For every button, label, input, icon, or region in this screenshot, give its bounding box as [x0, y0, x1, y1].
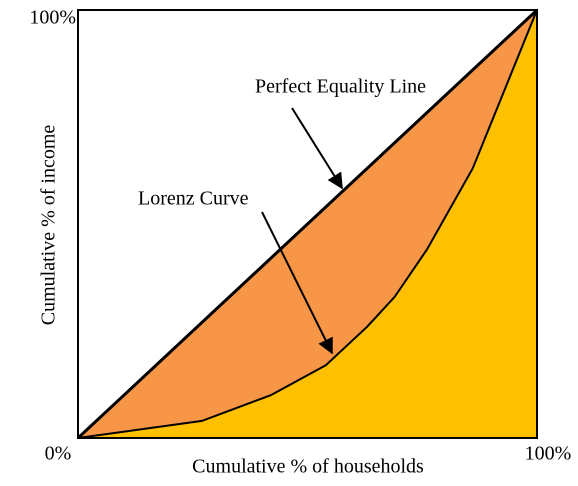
annotation: Lorenz Curve [138, 188, 249, 210]
x-tick-label: 100% [525, 443, 572, 465]
y-tick-label: 100% [29, 7, 76, 29]
area-fill [78, 10, 537, 438]
plot-frame [77, 9, 538, 439]
y-axis-label: Cumulative % of income [38, 125, 60, 326]
line [76, 8, 539, 440]
annotation: Perfect Equality Line [255, 76, 426, 98]
plot-area [76, 8, 539, 440]
annotation-arrow [291, 107, 343, 190]
annotation-arrow [261, 211, 333, 355]
x-axis-label: Cumulative % of households [192, 456, 424, 478]
x-tick-label: 0% [45, 443, 72, 465]
line [77, 9, 538, 439]
